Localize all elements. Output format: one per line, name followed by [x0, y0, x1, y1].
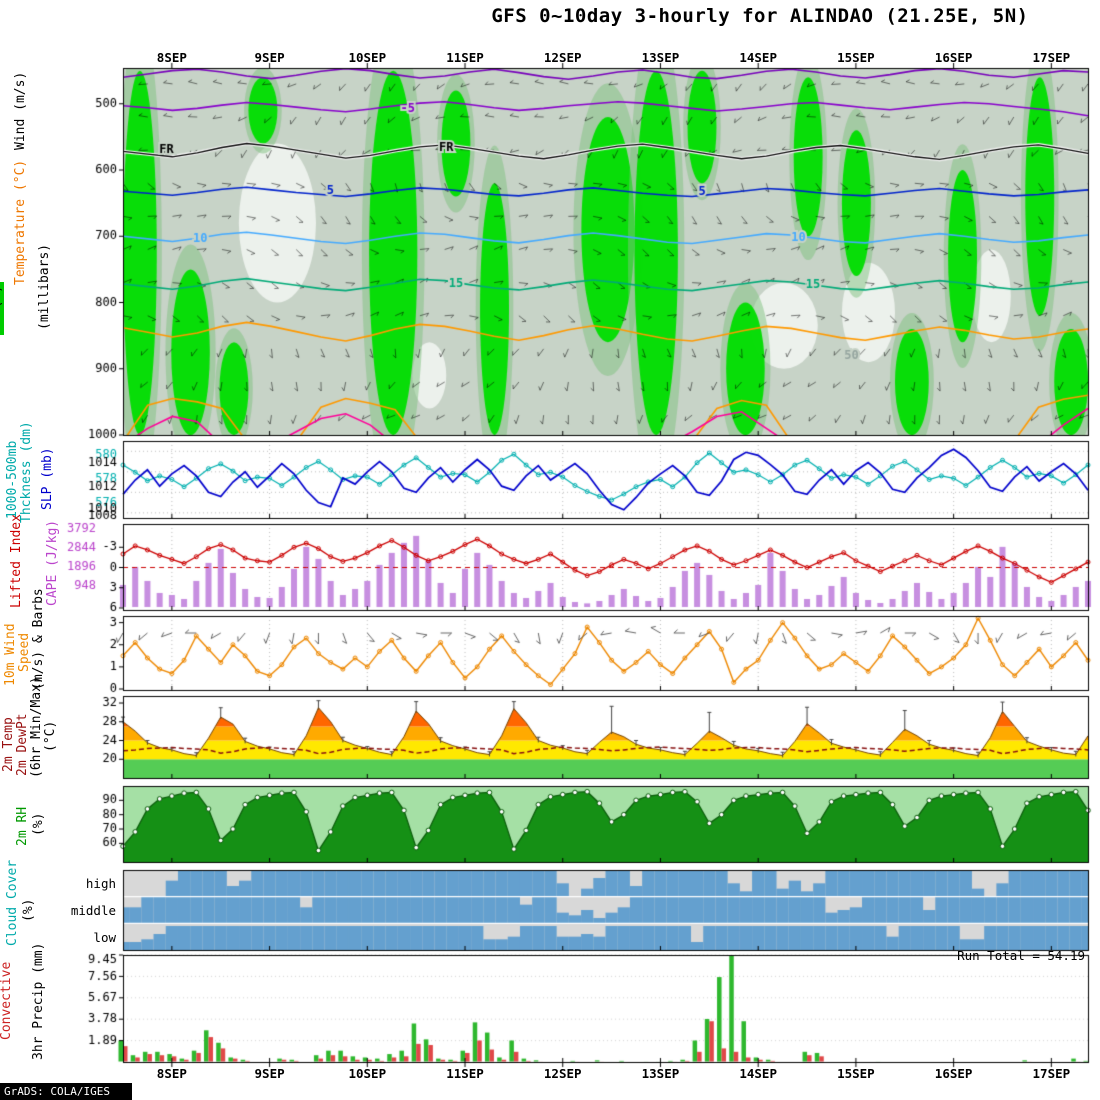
- x-tick-label: 17SEP: [1032, 50, 1071, 65]
- x-tick-label: 12SEP: [543, 50, 582, 65]
- cloud-axis-label-2: (%): [21, 898, 36, 922]
- thickness-axis-label-1: 1000-500mb: [5, 440, 20, 519]
- wind10m-axis-label-3: (m/s) & Barbs: [31, 588, 46, 690]
- slp-axis-label: SLP (mb): [40, 447, 55, 510]
- x-tick-label: 9SEP: [254, 1066, 285, 1081]
- x-tick-label: 10SEP: [348, 50, 387, 65]
- wind10m-axis-label-1: 10m Wind: [3, 623, 18, 686]
- millibars-axis-label: (millibars): [37, 243, 52, 330]
- rh2m-axis-label-1: 2m RH: [15, 806, 30, 846]
- x-axis-labels-bottom: 8SEP 9SEP 10SEP 11SEP 12SEP 13SEP 14SEP 15SEP 16…: [0, 1066, 1100, 1082]
- grads-credit: GrADS: COLA/IGES: [0, 1083, 132, 1100]
- x-tick-label: 11SEP: [446, 1066, 484, 1081]
- precip-axis-label-3: 3hr Precip (mm): [31, 942, 46, 1060]
- x-tick-label: 10SEP: [348, 1066, 387, 1081]
- x-tick-label: 12SEP: [543, 1066, 582, 1081]
- temp2m-axis-label-2: 2m DewPt: [15, 713, 30, 776]
- wind10m-axis-label-2: Speed: [17, 632, 32, 672]
- rh2m-axis-label-2: (%): [31, 812, 46, 836]
- cloud-row-label-high: high: [85, 876, 116, 891]
- x-tick-label: 14SEP: [739, 1066, 777, 1081]
- temperature-axis-label: Temperature (°C): [13, 159, 28, 285]
- rh-axis-label: RH (%): [0, 282, 4, 335]
- x-tick-label: 9SEP: [254, 50, 285, 65]
- chart-title: GFS 0~10day 3-hourly for ALINDAO (21.25E…: [491, 5, 1029, 27]
- x-tick-label: 16SEP: [934, 1066, 973, 1081]
- temp2m-axis-label-4: (°C): [43, 720, 58, 752]
- x-tick-label: 16SEP: [934, 50, 973, 65]
- x-tick-label: 8SEP: [156, 50, 187, 65]
- cloud-axis-label-1: Cloud Cover: [5, 859, 20, 946]
- x-tick-label: 14SEP: [739, 50, 777, 65]
- x-tick-label: 13SEP: [641, 50, 680, 65]
- run-total-label: Run Total = 54.19: [957, 948, 1085, 963]
- x-tick-label: 15SEP: [837, 50, 875, 65]
- temp2m-axis-label-1: 2m Temp: [1, 717, 16, 772]
- precip-axis-label-2: Convective: [0, 961, 14, 1040]
- x-tick-label: 11SEP: [446, 50, 484, 65]
- cloud-row-label-low: low: [93, 930, 116, 945]
- x-axis-labels-top: 8SEP 9SEP 10SEP 11SEP 12SEP 13SEP 14SEP 15SEP 16…: [0, 50, 1100, 66]
- cloud-row-label-middle: middle: [70, 903, 116, 918]
- thickness-axis-label-2: Thckness (dm): [19, 421, 34, 523]
- x-tick-label: 13SEP: [641, 1066, 680, 1081]
- lifted-index-axis-label: Lifted Index: [9, 514, 24, 608]
- x-tick-label: 15SEP: [837, 1066, 875, 1081]
- temp2m-axis-label-3: (6hr Min/Max): [29, 676, 44, 778]
- wind-axis-label: Wind (m/s): [13, 71, 28, 150]
- cape-axis-label: CAPE (J/kg): [45, 519, 60, 606]
- x-tick-label: 8SEP: [156, 1066, 187, 1081]
- x-tick-label: 17SEP: [1032, 1066, 1071, 1081]
